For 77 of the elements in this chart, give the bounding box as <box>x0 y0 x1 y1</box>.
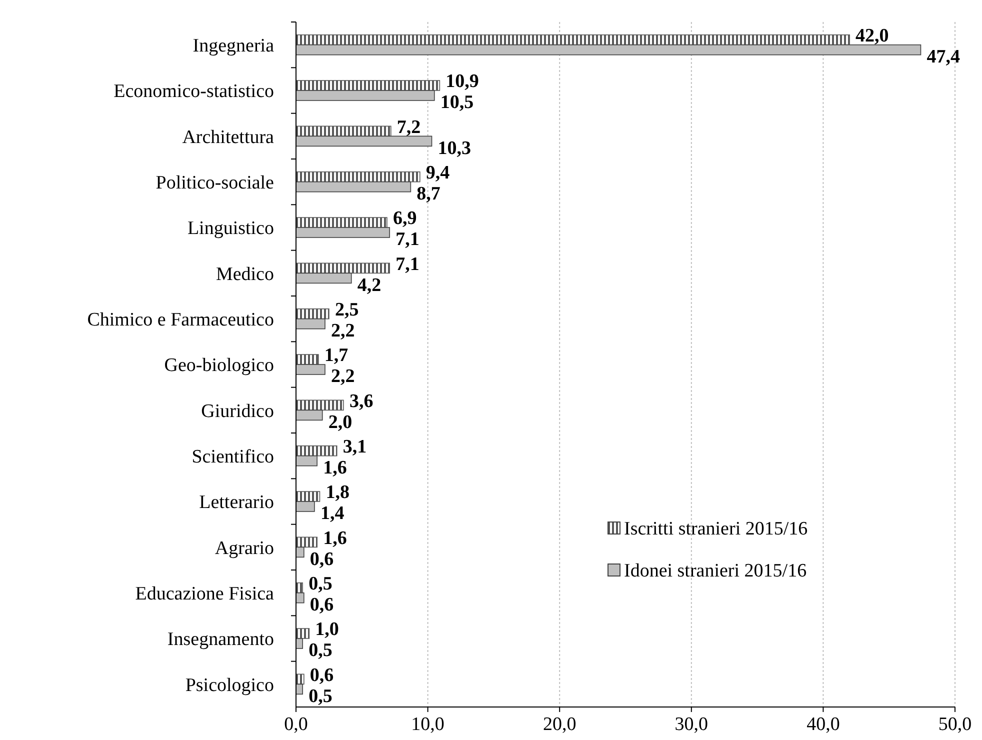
bar <box>296 354 319 365</box>
y-tick-label: Agrario <box>214 538 274 559</box>
y-tick-label: Educazione Fisica <box>135 583 275 604</box>
data-label: 1,0 <box>315 619 339 640</box>
data-label: 3,6 <box>349 390 374 412</box>
bar <box>296 126 392 137</box>
y-tick-label: Insegnamento <box>167 629 274 650</box>
y-tick-label: Geo-biologico <box>164 355 274 376</box>
bar <box>296 318 326 330</box>
bar <box>296 628 310 639</box>
bar <box>296 638 303 649</box>
data-label: 0,6 <box>310 594 334 616</box>
data-label: 10,5 <box>440 92 474 114</box>
x-tick-label: 30,0 <box>674 714 708 735</box>
data-label: 6,9 <box>392 208 417 230</box>
data-label: 0,5 <box>308 640 332 662</box>
data-label: 10,3 <box>438 138 472 159</box>
y-tick-label: Psicologico <box>185 674 274 696</box>
data-label: 1,4 <box>320 503 345 524</box>
legend-label: Idonei stranieri 2015/16 <box>624 560 807 582</box>
data-label: 0,6 <box>310 664 334 686</box>
data-label: 0,5 <box>308 573 332 594</box>
x-tick-label: 20,0 <box>542 714 576 735</box>
y-tick-label: Linguistico <box>187 218 274 240</box>
data-label: 7,1 <box>396 254 420 275</box>
data-label: 1,8 <box>326 482 350 504</box>
bar <box>296 227 390 238</box>
data-label: 10,9 <box>446 71 479 92</box>
y-tick-label: Medico <box>216 264 274 285</box>
x-tick-label: 10,0 <box>411 714 444 735</box>
bar <box>296 364 326 375</box>
y-tick-label: Ingegneria <box>192 35 275 56</box>
data-label: 2,2 <box>330 320 355 342</box>
data-label: 2,5 <box>334 299 359 320</box>
data-label: 9,4 <box>426 162 450 184</box>
y-tick-label: Politico-sociale <box>156 172 274 194</box>
data-label: 0,6 <box>310 548 334 570</box>
data-label: 1,6 <box>323 528 347 549</box>
data-label: 1,6 <box>323 457 347 478</box>
bar <box>296 262 390 274</box>
bar <box>296 181 412 192</box>
data-label: 7,2 <box>396 116 421 138</box>
bar <box>296 445 338 456</box>
data-label: 3,1 <box>342 436 367 458</box>
data-label: 42,0 <box>856 25 889 46</box>
y-tick-label: Letterario <box>199 492 274 514</box>
data-label: 8,7 <box>416 183 441 204</box>
bar <box>296 592 304 604</box>
data-label: 4,2 <box>357 274 382 296</box>
data-label: 7,1 <box>396 229 420 250</box>
x-tick-label: 50,0 <box>938 714 972 735</box>
y-tick-label: Economico-statistico <box>114 81 274 102</box>
bar <box>296 410 323 421</box>
bar <box>296 34 850 46</box>
data-label: 0,5 <box>308 686 332 707</box>
bar <box>296 536 318 548</box>
y-tick-label: Architettura <box>182 126 275 148</box>
bar <box>296 455 318 466</box>
bar <box>296 217 388 228</box>
bar <box>296 491 320 502</box>
x-tick-label: 0,0 <box>284 714 308 735</box>
legend-label: Iscritti stranieri 2015/16 <box>624 518 808 540</box>
x-tick-label: 40,0 <box>806 714 840 735</box>
bar <box>296 80 440 91</box>
data-label: 2,0 <box>328 412 352 433</box>
y-tick-label: Chimico e Farmaceutico <box>87 309 274 330</box>
data-label: 47,4 <box>926 46 960 68</box>
bar <box>296 546 304 558</box>
y-tick-label: Giuridico <box>201 400 274 422</box>
bar <box>296 272 352 284</box>
y-tick-label: Scientifico <box>192 446 274 468</box>
bar <box>296 171 420 182</box>
bar <box>296 400 344 411</box>
data-label: 1,7 <box>324 345 349 366</box>
data-label: 2,2 <box>330 366 355 388</box>
bar <box>296 308 330 320</box>
bar <box>296 501 315 512</box>
